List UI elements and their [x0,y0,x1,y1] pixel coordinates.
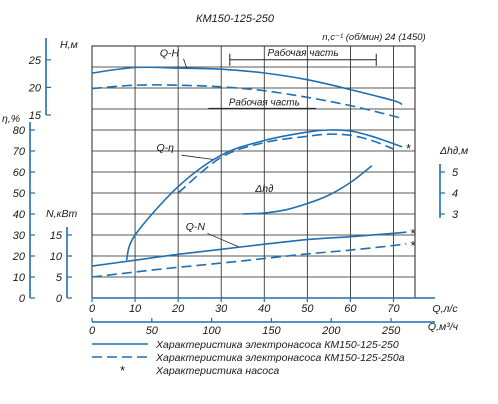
x-tick-label-ls-3: 30 [215,303,228,315]
leader-qeta [181,154,213,160]
y-axis-npsh-label: Δh∂,м [439,145,468,157]
y-axis-efficiency-tick-label-1: 10 [13,272,26,284]
y-axis-efficiency-label: η,% [2,113,20,125]
leader-qn [207,232,239,248]
x-tick-label-m3h-4: 200 [321,325,341,337]
y-axis-efficiency-tick-label-5: 50 [13,188,26,200]
y-axis-efficiency-tick-label-2: 20 [12,251,26,263]
x-tick-label-ls-0: 0 [89,303,96,315]
y-axis-power-tick-label-1: 5 [56,272,63,284]
chart-subtitle: n,с⁻¹ (об/мин) 24 (1450) [322,32,425,43]
y-axis-head-tick-label-1: 20 [28,82,42,94]
legend-label-0: Характеристика электронасоса КМ150-125-2… [155,339,399,351]
x-axis-label-m3h: Q,м³/ч [428,321,459,333]
x-tick-label-ls-2: 20 [171,303,185,315]
series-efficiency-dashed-3 [177,133,394,194]
legend: Характеристика электронасоса КМ150-125-2… [92,339,405,378]
y-axis-power-label: N,кВт [46,208,77,220]
series-power-solid-5 [91,231,407,267]
series-efficiency-solid-2 [125,129,403,261]
curve-label-npsh: Δh∂ [254,183,273,195]
series-head-dashed-1 [91,84,403,120]
working-part-bottom-label: Рабочая часть [229,96,300,108]
legend-marker-star: * [119,363,125,378]
legend-label-2: Характеристика насоса [155,365,279,377]
chart-title: КМ150-125-250 [196,13,275,25]
x-tick-label-m3h-2: 100 [202,325,221,337]
y-axis-efficiency-tick-label-8: 80 [13,125,26,137]
curve-label-head: Q-H [160,47,180,59]
x-tick-label-ls-6: 60 [344,303,357,315]
y-axis-npsh-tick-label-2: 5 [452,167,459,179]
y-axis-power-tick-label-2: 10 [50,251,63,263]
series-npsh-solid-4 [242,165,373,215]
x-tick-label-ls-1: 10 [129,303,142,315]
y-axis-power-tick-label-0: 0 [56,293,63,305]
star-marker-1: * [410,226,416,241]
series-layer [91,66,407,278]
y-axis-efficiency-tick-label-6: 60 [13,167,26,179]
plot-grid [91,45,416,299]
y-axis-head-label: H,м [60,39,78,51]
star-marker-2: * [410,238,416,253]
x-tick-label-ls-4: 40 [258,303,271,315]
legend-label-1: Характеристика электронасоса КМ150-125-2… [155,352,405,364]
y-axis-efficiency-tick-label-7: 70 [13,146,26,158]
y-axis-head-tick-label-0: 15 [29,110,42,122]
working-part-top-label: Рабочая часть [267,47,338,59]
x-tick-label-m3h-0: 0 [89,325,96,337]
leader-qh [183,58,188,69]
curve-label-efficiency: Q-η [156,142,174,154]
y-axis-efficiency-tick-label-0: 0 [19,293,26,305]
y-axis-efficiency-tick-label-4: 40 [13,209,26,221]
x-tick-label-ls-7: 70 [387,303,400,315]
y-axis-efficiency-tick-label-3: 30 [13,230,26,242]
series-head-solid-0 [91,66,403,106]
y-axis-npsh-tick-label-0: 3 [452,209,459,221]
x-tick-label-m3h-1: 50 [146,325,159,337]
curve-label-power: Q-N [186,221,206,233]
x-tick-label-ls-5: 50 [301,303,314,315]
y-axis-head-tick-label-2: 25 [28,55,42,67]
star-marker-0: * [406,141,412,156]
y-axis-npsh-tick-label-1: 4 [452,188,458,200]
axes: 0 10 20 30 40 50 60 70 Q,л/с0 50 100 150 200 250 Q,м³/… [2,38,468,337]
y-axis-power-tick-label-3: 15 [50,230,63,242]
x-tick-label-m3h-3: 150 [262,325,281,337]
x-tick-label-m3h-5: 250 [381,325,401,337]
series-power-dashed-6 [91,243,407,278]
x-axis-label-ls: Q,л/с [432,303,458,315]
